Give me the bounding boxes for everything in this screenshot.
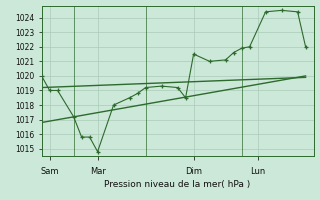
Text: Lun: Lun <box>250 167 265 176</box>
Text: Sam: Sam <box>40 167 59 176</box>
X-axis label: Pression niveau de la mer( hPa ): Pression niveau de la mer( hPa ) <box>104 180 251 189</box>
Text: Mar: Mar <box>90 167 106 176</box>
Text: Dim: Dim <box>185 167 202 176</box>
